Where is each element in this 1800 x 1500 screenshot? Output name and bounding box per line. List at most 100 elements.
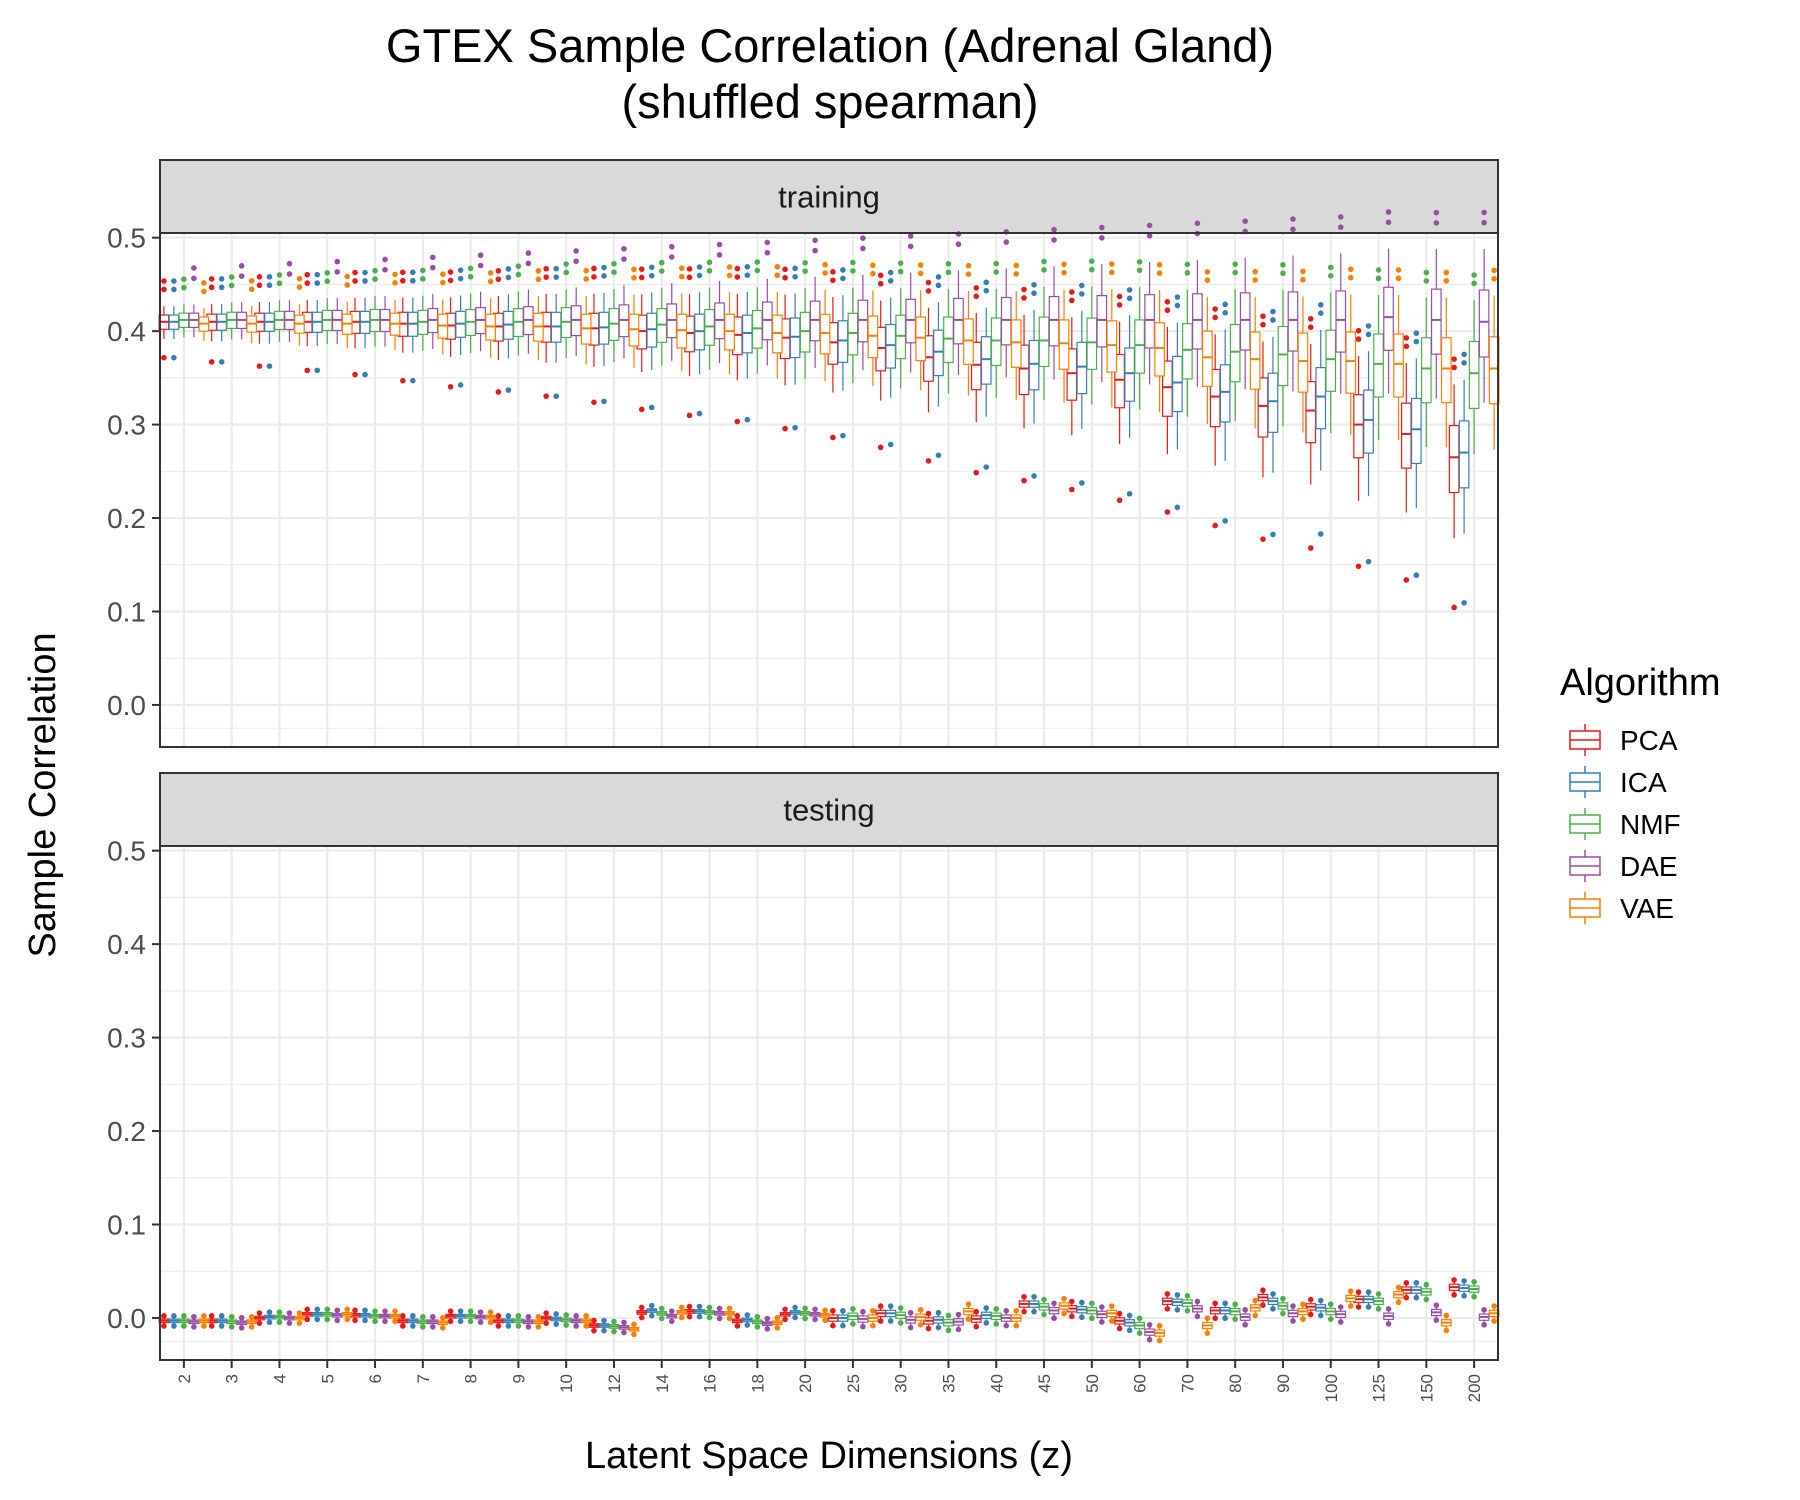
box-ica-10-training bbox=[550, 265, 562, 400]
outlier-point bbox=[812, 247, 818, 254]
outlier-point bbox=[1337, 224, 1344, 230]
outlier-point bbox=[1403, 577, 1410, 583]
outlier-point bbox=[1290, 226, 1296, 233]
outlier-point bbox=[1443, 1312, 1450, 1319]
outlier-point bbox=[256, 1320, 263, 1326]
box-dae-25-testing bbox=[857, 1308, 869, 1330]
outlier-point bbox=[1041, 1311, 1047, 1318]
outlier-point bbox=[1164, 299, 1171, 305]
outlier-point bbox=[535, 1313, 542, 1320]
outlier-point bbox=[764, 1325, 771, 1332]
outlier-point bbox=[696, 264, 703, 270]
box-dae-200-testing bbox=[1478, 1307, 1490, 1328]
outlier-point bbox=[467, 273, 474, 280]
outlier-point bbox=[601, 264, 607, 271]
outlier-point bbox=[362, 278, 368, 284]
outlier-point bbox=[1232, 261, 1238, 267]
outlier-point bbox=[734, 1323, 741, 1329]
box-nmf-8-testing bbox=[465, 1308, 476, 1325]
outlier-point bbox=[1194, 1298, 1201, 1305]
x-tick-label: 8 bbox=[462, 1374, 481, 1383]
outlier-point bbox=[955, 1311, 962, 1318]
outlier-point bbox=[1300, 268, 1306, 275]
box-ica-9-training bbox=[503, 266, 514, 393]
outlier-point bbox=[352, 1307, 358, 1314]
box-vae-45-training bbox=[1058, 261, 1070, 404]
outlier-point bbox=[1116, 302, 1123, 308]
outlier-point bbox=[1021, 1293, 1027, 1300]
outlier-point bbox=[372, 1318, 378, 1325]
box-vae-6-testing bbox=[389, 1308, 401, 1325]
outlier-point bbox=[1260, 313, 1266, 320]
box-vae-16-testing bbox=[724, 1305, 735, 1322]
outlier-point bbox=[1471, 272, 1477, 278]
outlier-point bbox=[467, 1318, 474, 1325]
outlier-point bbox=[1260, 321, 1266, 328]
outlier-point bbox=[1317, 1297, 1324, 1304]
outlier-point bbox=[638, 406, 645, 413]
outlier-point bbox=[505, 274, 512, 281]
outlier-point bbox=[382, 256, 388, 263]
box-pca-10-testing bbox=[540, 1310, 552, 1326]
outlier-point bbox=[1069, 297, 1075, 304]
outlier-point bbox=[1317, 310, 1324, 316]
outlier-point bbox=[917, 1307, 924, 1313]
box-vae-10-testing bbox=[580, 1313, 592, 1329]
outlier-point bbox=[430, 254, 436, 261]
box-ica-2-training bbox=[168, 278, 180, 361]
outlier-point bbox=[553, 1321, 559, 1327]
box-nmf-125-training bbox=[1373, 267, 1384, 441]
box-body bbox=[857, 299, 869, 343]
outlier-point bbox=[945, 261, 952, 267]
x-tick-label: 35 bbox=[939, 1374, 958, 1393]
outlier-point bbox=[1385, 1321, 1392, 1327]
outlier-point bbox=[334, 269, 341, 275]
outlier-point bbox=[1481, 1307, 1487, 1313]
outlier-point bbox=[1280, 262, 1286, 268]
outlier-point bbox=[983, 1320, 990, 1326]
outlier-point bbox=[774, 263, 781, 270]
box-vae-100-training bbox=[1345, 266, 1357, 435]
outlier-point bbox=[525, 250, 532, 256]
outlier-point bbox=[1385, 209, 1392, 215]
box-vae-100-testing bbox=[1345, 1288, 1357, 1309]
y-tick-label: 0.3 bbox=[107, 410, 146, 441]
outlier-point bbox=[296, 1320, 303, 1326]
outlier-point bbox=[276, 280, 283, 287]
outlier-point bbox=[1242, 1307, 1248, 1313]
outlier-point bbox=[734, 418, 741, 425]
outlier-point bbox=[171, 278, 177, 284]
outlier-point bbox=[238, 263, 245, 269]
box-dae-16-training bbox=[714, 241, 725, 364]
box-pca-50-training bbox=[1066, 289, 1078, 493]
outlier-point bbox=[1099, 1319, 1105, 1325]
outlier-point bbox=[352, 1317, 358, 1324]
box-pca-45-training bbox=[1018, 286, 1030, 484]
outlier-point bbox=[591, 399, 597, 406]
outlier-point bbox=[1146, 1336, 1153, 1343]
outlier-point bbox=[304, 367, 311, 374]
outlier-point bbox=[925, 279, 932, 286]
outlier-point bbox=[1375, 275, 1382, 282]
outlier-point bbox=[238, 1325, 245, 1331]
outlier-point bbox=[392, 1308, 398, 1314]
outlier-point bbox=[870, 270, 876, 277]
outlier-point bbox=[1164, 307, 1171, 314]
y-tick-label: 0.4 bbox=[107, 316, 146, 347]
outlier-point bbox=[965, 262, 972, 269]
x-tick-label: 50 bbox=[1083, 1374, 1102, 1393]
outlier-point bbox=[1307, 545, 1314, 551]
outlier-point bbox=[286, 271, 293, 277]
outlier-point bbox=[1222, 1315, 1228, 1322]
outlier-point bbox=[1481, 1321, 1487, 1328]
outlier-point bbox=[447, 269, 454, 275]
outlier-point bbox=[543, 393, 549, 400]
outlier-point bbox=[935, 274, 942, 280]
outlier-point bbox=[1184, 270, 1191, 276]
box-dae-3-testing bbox=[236, 1314, 248, 1331]
box-dae-2-testing bbox=[188, 1313, 200, 1330]
outlier-point bbox=[420, 1313, 426, 1320]
outlier-point bbox=[1099, 224, 1105, 231]
box-body bbox=[1363, 389, 1374, 454]
box-nmf-40-training bbox=[990, 260, 1002, 398]
